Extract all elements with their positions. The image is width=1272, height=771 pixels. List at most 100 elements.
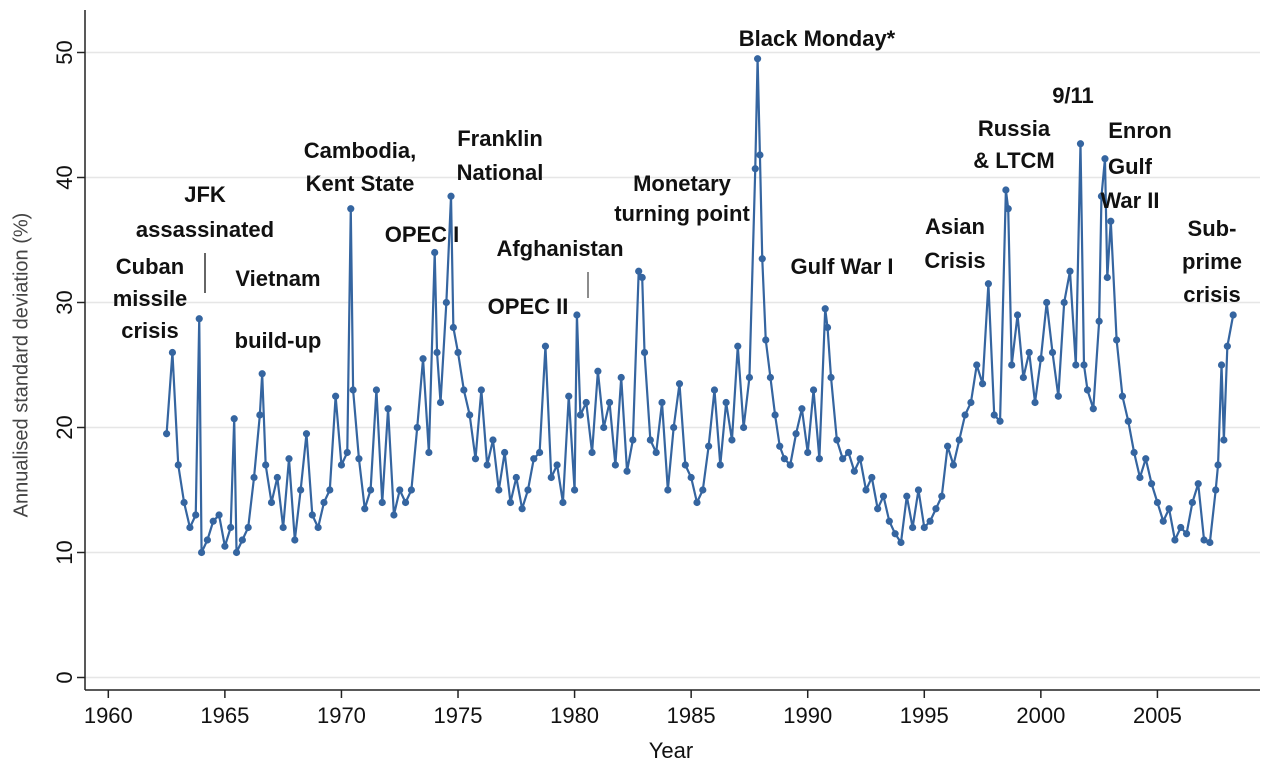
data-point xyxy=(431,248,439,257)
annotation: & LTCM xyxy=(973,148,1054,173)
data-point xyxy=(1004,205,1012,213)
data-point xyxy=(862,486,870,494)
data-point xyxy=(320,498,328,507)
data-point xyxy=(291,536,299,544)
data-point xyxy=(1008,361,1016,369)
data-point xyxy=(771,411,779,419)
annotation: Black Monday* xyxy=(739,26,896,51)
x-tick-label: 1980 xyxy=(550,703,599,728)
data-point xyxy=(477,386,485,394)
data-point xyxy=(407,486,415,494)
y-tick-label: 0 xyxy=(52,671,77,683)
data-point xyxy=(1171,536,1179,544)
data-point xyxy=(573,311,581,319)
data-point xyxy=(518,505,526,513)
data-point xyxy=(646,436,654,444)
data-point xyxy=(967,398,975,407)
data-point xyxy=(1206,538,1214,547)
x-tick-label: 2000 xyxy=(1016,703,1065,728)
data-point xyxy=(1066,267,1074,275)
data-point xyxy=(361,505,369,513)
data-point xyxy=(1220,436,1228,444)
y-axis-label: Annualised standard deviation (%) xyxy=(10,213,32,518)
annotation: build-up xyxy=(235,328,322,353)
data-point xyxy=(302,430,311,438)
data-point xyxy=(256,411,264,419)
data-point xyxy=(909,523,917,532)
annotation: Russia xyxy=(978,116,1051,141)
data-point xyxy=(804,448,812,457)
data-point xyxy=(1118,392,1127,400)
data-point xyxy=(821,305,829,313)
data-point xyxy=(1019,373,1027,382)
data-point xyxy=(413,423,421,432)
data-point xyxy=(594,367,602,375)
data-point xyxy=(1142,455,1150,463)
x-tick-label: 1965 xyxy=(200,703,249,728)
data-point xyxy=(961,411,969,419)
data-point xyxy=(582,398,590,407)
data-point xyxy=(576,411,585,419)
data-point xyxy=(914,486,923,494)
data-point xyxy=(1101,155,1109,163)
data-point xyxy=(349,386,357,394)
data-point xyxy=(856,455,864,463)
data-point xyxy=(483,461,491,469)
data-point xyxy=(1083,386,1092,394)
data-point xyxy=(1037,355,1045,363)
data-point xyxy=(1048,348,1057,357)
data-point xyxy=(938,492,946,500)
data-point xyxy=(740,423,748,432)
x-tick-label: 1990 xyxy=(783,703,832,728)
data-point xyxy=(401,498,410,507)
data-point xyxy=(745,373,754,382)
data-point xyxy=(460,386,468,394)
data-point xyxy=(506,498,515,507)
data-point xyxy=(903,492,911,500)
data-point xyxy=(273,473,281,482)
data-point xyxy=(1043,298,1051,307)
data-point xyxy=(1054,392,1062,400)
data-point xyxy=(1182,530,1191,538)
data-point xyxy=(215,511,223,519)
data-point xyxy=(297,486,305,494)
data-point xyxy=(466,411,474,419)
annotation: Franklin xyxy=(457,126,543,151)
data-point xyxy=(839,455,847,463)
data-point xyxy=(227,523,235,532)
data-point xyxy=(232,548,241,557)
data-point xyxy=(547,473,555,482)
data-point xyxy=(238,536,246,544)
data-point xyxy=(1217,361,1226,369)
data-point xyxy=(1200,536,1208,544)
data-point xyxy=(174,461,182,469)
data-point xyxy=(1076,140,1085,148)
data-point xyxy=(1060,298,1068,307)
data-point xyxy=(885,517,893,525)
data-point xyxy=(920,523,928,532)
data-point xyxy=(792,430,800,438)
data-point xyxy=(949,461,958,469)
annotation: JFK xyxy=(184,182,226,207)
data-point xyxy=(203,536,211,544)
data-point xyxy=(1097,192,1106,200)
data-point xyxy=(162,430,171,438)
data-point xyxy=(1229,311,1237,319)
data-point xyxy=(932,505,940,513)
data-point xyxy=(891,530,899,538)
data-point xyxy=(798,405,806,413)
data-point xyxy=(501,448,509,457)
data-point xyxy=(337,461,346,469)
data-point xyxy=(425,448,433,457)
data-point xyxy=(734,342,742,350)
data-point xyxy=(868,473,876,482)
data-point xyxy=(879,492,888,500)
data-point xyxy=(833,436,841,444)
data-point xyxy=(780,455,789,463)
data-point xyxy=(314,523,322,532)
y-tick-label: 40 xyxy=(52,165,77,189)
data-point xyxy=(378,498,386,507)
data-point xyxy=(495,486,503,494)
annotation: Gulf xyxy=(1108,154,1153,179)
data-point xyxy=(716,461,724,469)
